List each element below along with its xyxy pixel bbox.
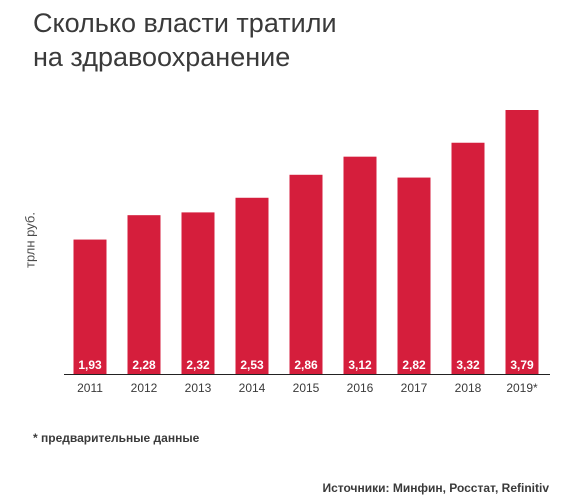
bar-2017 — [397, 177, 431, 374]
bar-2011 — [73, 239, 107, 374]
source-note: Источники: Минфин, Росстат, Refinitiv — [322, 481, 549, 495]
bar-value-label: 2,53 — [240, 358, 264, 372]
chart-title-line-1: Сколько власти тратили — [33, 8, 337, 38]
footnote: * предварительные данные — [33, 431, 200, 445]
bar-value-label: 1,93 — [78, 358, 102, 372]
bar-2013 — [181, 212, 215, 374]
bar-2016 — [343, 156, 377, 374]
chart-title: Сколько власти тратили на здравоохранени… — [33, 6, 533, 74]
bar-value-label: 2,82 — [402, 358, 426, 372]
bar-2019* — [505, 110, 539, 374]
bar-2014 — [235, 197, 269, 374]
bar-value-label: 3,79 — [510, 358, 534, 372]
x-tick-label: 2013 — [185, 381, 212, 395]
x-tick-label: 2014 — [239, 381, 266, 395]
x-tick-label: 2012 — [131, 381, 158, 395]
bar-value-label: 2,32 — [186, 358, 210, 372]
bar-2018 — [451, 142, 485, 374]
bar-2012 — [127, 215, 161, 374]
x-tick-label: 2011 — [77, 381, 103, 395]
bar-value-label: 2,28 — [132, 358, 156, 372]
bar-value-label: 2,86 — [294, 358, 318, 372]
x-tick-label: 2015 — [293, 381, 320, 395]
x-tick-label: 2018 — [455, 381, 482, 395]
x-tick-label: 2017 — [401, 381, 428, 395]
chart-title-line-2: на здравоохранение — [33, 42, 291, 72]
bar-value-label: 3,12 — [348, 358, 372, 372]
bar-value-label: 3,32 — [456, 358, 480, 372]
bar-2015 — [289, 174, 323, 374]
x-tick-label: 2016 — [347, 381, 374, 395]
x-tick-label: 2019* — [506, 381, 538, 395]
